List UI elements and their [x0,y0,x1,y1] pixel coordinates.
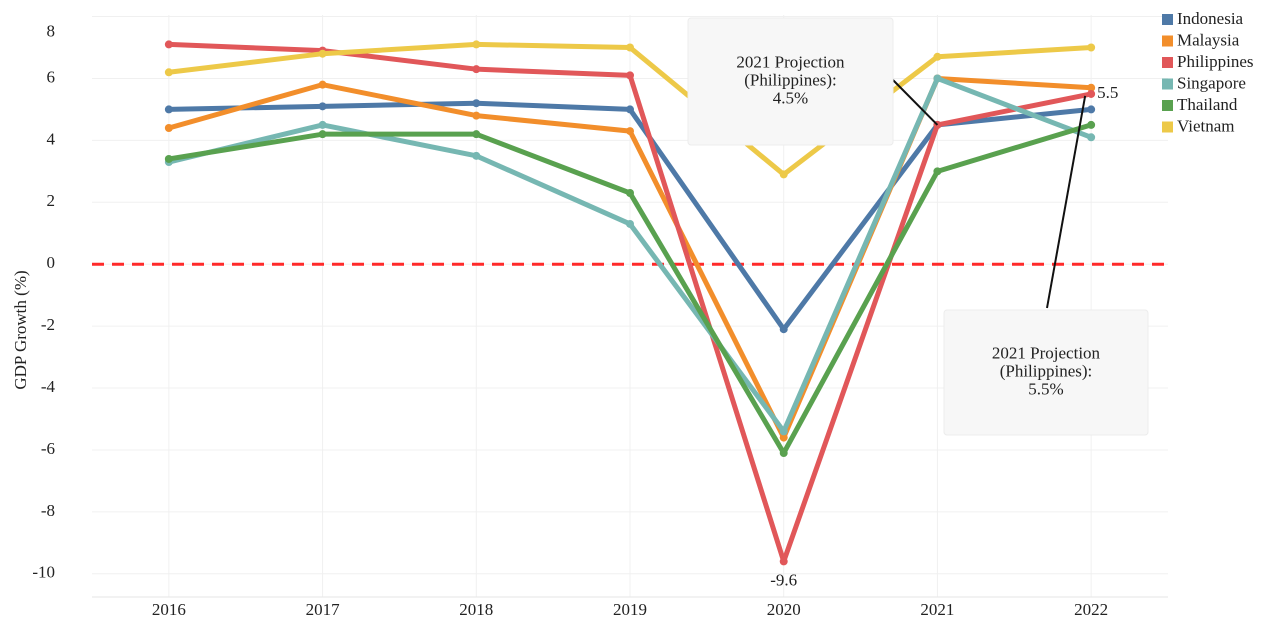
legend-swatch [1162,14,1173,25]
point [933,52,942,61]
point [933,74,942,83]
x-tick-label: 2018 [459,600,493,619]
legend-label: Thailand [1177,95,1238,114]
point [472,99,481,108]
y-tick-label: 0 [47,253,56,272]
x-tick-label: 2021 [920,600,954,619]
y-axis-label: GDP Growth (%) [11,270,30,389]
legend-label: Malaysia [1177,30,1240,49]
point [318,130,327,139]
legend-swatch [1162,57,1173,68]
x-tick-label: 2022 [1074,600,1108,619]
point [779,170,788,179]
point [164,123,173,132]
point [472,130,481,139]
data-label: -9.6 [770,570,797,589]
x-tick-label: 2020 [767,600,801,619]
annotation-text: (Philippines): [744,70,837,89]
point [164,68,173,77]
point [318,120,327,129]
point [779,325,788,334]
annotation-text: (Philippines): [1000,361,1093,380]
point [1087,83,1096,92]
annotation-arrow [892,79,939,126]
point [164,40,173,49]
point [1087,120,1096,129]
annotation-box [687,17,894,146]
y-tick-label: 6 [47,67,56,86]
data-label: 5.5 [1097,83,1118,102]
annotation-text: 2021 Projection [736,52,845,71]
point [164,105,173,114]
y-tick-label: -10 [32,563,55,582]
point [933,167,942,176]
point [626,105,634,114]
annotation-box [943,309,1149,436]
point [318,102,327,111]
annotation-arrow [1046,95,1087,309]
point [626,219,634,228]
point [779,427,788,436]
y-tick-label: -2 [41,315,55,334]
legend-swatch [1162,35,1173,47]
y-tick-label: 4 [47,129,56,148]
point [1087,43,1096,52]
point [626,127,634,136]
point [1087,133,1096,142]
point [472,40,481,49]
legend-swatch [1162,121,1173,133]
point [472,151,481,160]
annotation-text: 4.5% [773,88,808,107]
point [318,49,327,58]
y-tick-label: -4 [41,377,56,396]
x-tick-label: 2017 [306,600,341,619]
x-tick-label: 2019 [613,600,647,619]
y-tick-label: 2 [47,191,56,210]
point [472,65,481,74]
annotation-text: 2021 Projection [992,343,1101,362]
x-tick-label: 2016 [152,600,186,619]
point [626,189,634,198]
legend-swatch [1162,100,1173,111]
point [318,80,327,89]
legend-label: Singapore [1177,73,1246,92]
y-tick-label: -6 [41,439,55,458]
point [779,449,788,458]
point [626,43,634,52]
annotation-text: 5.5% [1028,379,1063,398]
point [779,557,788,566]
point [779,433,788,442]
y-tick-label: 8 [47,21,56,40]
point [1087,105,1096,114]
legend-label: Philippines [1177,52,1254,71]
y-tick-label: -8 [41,501,55,520]
legend-label: Indonesia [1177,9,1244,28]
point [164,154,173,163]
legend-swatch [1162,78,1173,90]
point [472,111,481,120]
point [1087,89,1096,98]
legend-label: Vietnam [1177,116,1235,135]
point [626,71,634,80]
